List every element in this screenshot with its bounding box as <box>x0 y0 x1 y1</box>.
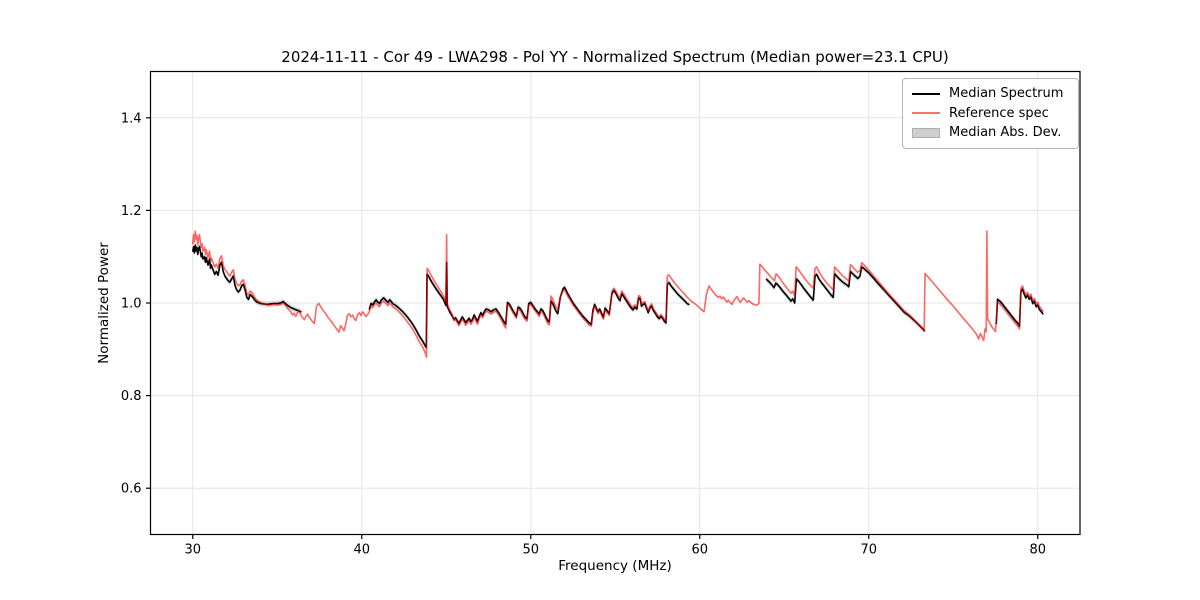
median-spectrum-line <box>995 288 1044 327</box>
y-tick-label: 1.0 <box>121 297 142 312</box>
legend-label: Median Spectrum <box>949 86 1064 102</box>
legend: Median Spectrum Reference spec Median Ab… <box>902 78 1079 149</box>
reference-spec-line <box>192 230 1044 358</box>
x-tick-label: 60 <box>691 543 708 558</box>
legend-label: Median Abs. Dev. <box>949 125 1062 141</box>
y-tick-label: 1.2 <box>121 204 142 219</box>
x-tick-label: 70 <box>860 543 877 558</box>
reference-spec-line-swatch <box>912 112 940 115</box>
median-spectrum-line <box>368 261 690 349</box>
legend-entry-median-abs-dev: Median Abs. Dev. <box>912 123 1069 143</box>
x-tick-label: 80 <box>1029 543 1046 558</box>
y-tick-label: 1.4 <box>121 111 142 126</box>
legend-label: Reference spec <box>949 105 1049 121</box>
plot-title: 2024-11-11 - Cor 49 - LWA298 - Pol YY - … <box>281 48 949 66</box>
median-spectrum-line <box>765 266 926 332</box>
median-spectrum-line <box>192 244 302 313</box>
y-tick-label: 0.8 <box>121 389 142 404</box>
x-tick-label: 50 <box>522 543 539 558</box>
x-tick-label: 30 <box>184 543 201 558</box>
legend-entry-reference-spec: Reference spec <box>912 104 1069 124</box>
legend-entry-median-spectrum: Median Spectrum <box>912 84 1069 104</box>
x-axis-label: Frequency (MHz) <box>558 558 672 574</box>
y-tick-label: 0.6 <box>121 482 142 497</box>
median-abs-dev-patch-swatch <box>912 127 940 138</box>
x-tick-label: 40 <box>353 543 370 558</box>
median-spectrum-line-swatch <box>912 92 940 95</box>
